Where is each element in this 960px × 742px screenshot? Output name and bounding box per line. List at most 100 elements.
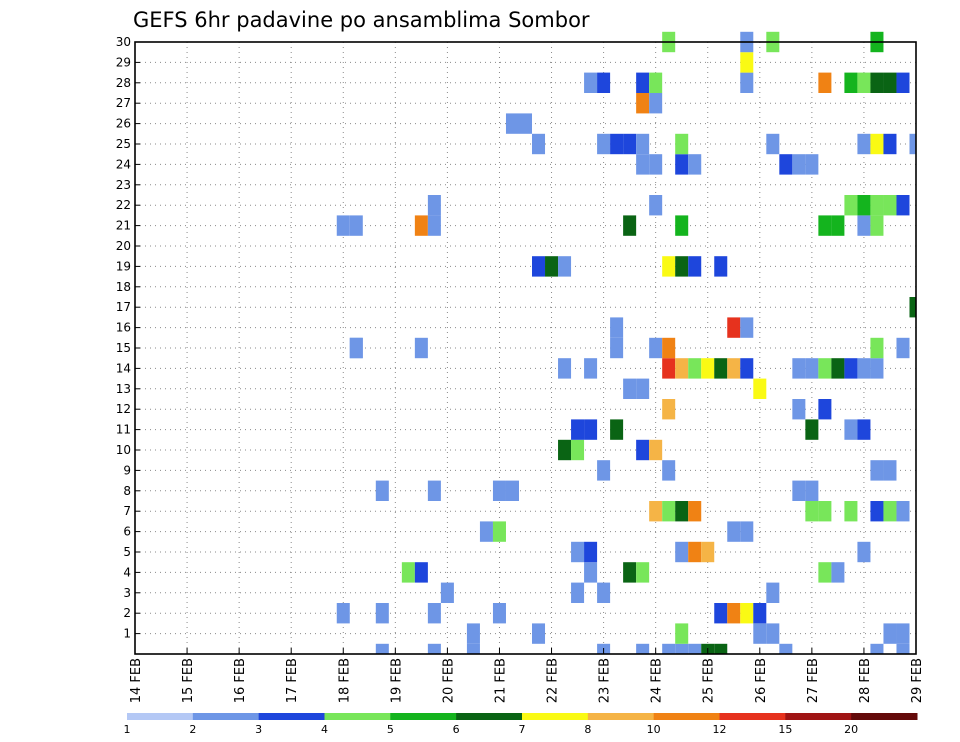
heatmap-cell xyxy=(688,358,702,379)
heatmap-cell xyxy=(401,562,415,583)
heatmap-cell xyxy=(883,72,897,93)
legend-swatch xyxy=(851,713,918,720)
heatmap-cell xyxy=(675,133,689,155)
heatmap-cell xyxy=(727,358,741,379)
heatmap-cell xyxy=(792,154,806,175)
heatmap-cell xyxy=(870,195,884,216)
heatmap-cell xyxy=(662,460,676,481)
heatmap-cell xyxy=(649,439,663,461)
heatmap-cell xyxy=(857,215,871,236)
heatmap-cell xyxy=(597,72,611,93)
heatmap-cell xyxy=(727,521,741,542)
heatmap-cell xyxy=(844,72,858,93)
heatmap-cell xyxy=(831,215,845,236)
heatmap-cell xyxy=(818,215,832,236)
heatmap-cell xyxy=(440,582,454,603)
y-tick-label: 6 xyxy=(123,525,131,539)
legend-swatch xyxy=(587,713,655,720)
heatmap-cell xyxy=(688,643,702,654)
heatmap-cell xyxy=(792,358,806,379)
heatmap-cell xyxy=(505,113,519,134)
y-axis-ticks: 1234567891011121314151617181920212223242… xyxy=(116,35,140,641)
heatmap-cell xyxy=(870,358,884,379)
y-tick-label: 5 xyxy=(123,545,131,559)
heatmap-cell xyxy=(610,317,624,338)
heatmap-cell xyxy=(662,358,676,379)
heatmap-cell xyxy=(584,541,598,563)
legend-label: 20 xyxy=(844,723,858,736)
heatmap-cell xyxy=(584,358,598,379)
heatmap-cell xyxy=(558,439,572,461)
heatmap-cell xyxy=(505,480,519,501)
heatmap-cell xyxy=(857,419,871,440)
heatmap-cell xyxy=(414,215,428,236)
legend-swatch xyxy=(127,713,194,720)
y-tick-label: 19 xyxy=(116,259,131,273)
y-tick-label: 7 xyxy=(123,504,131,518)
x-tick-label: 16 FEB xyxy=(233,658,248,703)
y-tick-label: 26 xyxy=(116,117,131,131)
x-tick-label: 28 FEB xyxy=(858,658,873,703)
legend-label: 6 xyxy=(453,723,460,736)
heatmap-cell xyxy=(623,133,637,155)
heatmap-cell xyxy=(883,133,897,155)
y-tick-label: 10 xyxy=(116,443,131,457)
heatmap-cell xyxy=(857,358,871,379)
x-tick-label: 20 FEB xyxy=(441,658,456,703)
heatmap-cell xyxy=(818,399,832,420)
y-tick-label: 23 xyxy=(116,178,131,192)
heatmap-cell xyxy=(727,603,741,624)
heatmap-cell xyxy=(688,501,702,522)
y-tick-label: 1 xyxy=(123,627,131,641)
heatmap-cell xyxy=(584,419,598,440)
y-tick-label: 22 xyxy=(116,198,131,212)
legend-label: 1 xyxy=(124,723,131,736)
y-tick-label: 13 xyxy=(116,382,131,396)
heatmap-cell xyxy=(753,623,767,644)
heatmap-cell xyxy=(688,541,702,563)
heatmap-cell xyxy=(662,501,676,522)
heatmap-cell xyxy=(883,460,897,481)
heatmap-cell xyxy=(427,480,441,501)
heatmap-cell xyxy=(532,256,546,277)
heatmap-cell xyxy=(740,72,754,93)
heatmap-cell xyxy=(466,623,480,644)
heatmap-cell xyxy=(427,643,441,654)
heatmap-cell xyxy=(857,541,871,563)
legend-swatch xyxy=(785,713,852,720)
heatmap-cell xyxy=(870,133,884,155)
heatmap-cell xyxy=(675,256,689,277)
heatmap-cell xyxy=(571,439,585,461)
heatmap-cell xyxy=(336,603,350,624)
heatmap-cell xyxy=(636,562,650,583)
heatmap-cell xyxy=(701,541,715,563)
heatmap-cell xyxy=(714,643,728,654)
legend-swatch xyxy=(258,713,325,720)
heatmap-cell xyxy=(662,399,676,420)
heatmap-cell xyxy=(857,133,871,155)
heatmap-cell xyxy=(818,358,832,379)
heatmap-cell xyxy=(571,582,585,603)
heatmap-cell xyxy=(714,603,728,624)
heatmap-cell xyxy=(844,195,858,216)
heatmap-cell xyxy=(714,256,728,277)
heatmap-cell xyxy=(844,501,858,522)
heatmap-cell xyxy=(649,337,663,359)
x-tick-label: 26 FEB xyxy=(754,658,769,703)
y-tick-label: 27 xyxy=(116,96,131,110)
legend-label: 8 xyxy=(584,723,591,736)
heatmap-cell xyxy=(896,623,910,644)
legend-swatch xyxy=(390,713,457,720)
heatmap-cell xyxy=(584,562,598,583)
heatmap-cell xyxy=(740,52,754,73)
legend-label: 4 xyxy=(321,723,328,736)
heatmap-cell xyxy=(740,317,754,338)
heatmap-cell xyxy=(518,113,533,134)
legend-swatch xyxy=(522,713,589,720)
x-tick-label: 18 FEB xyxy=(337,658,352,703)
y-tick-label: 8 xyxy=(123,484,131,498)
heatmap-cell xyxy=(805,419,819,440)
heatmap-cell xyxy=(675,501,689,522)
heatmap-cell xyxy=(492,603,506,624)
heatmap-cell xyxy=(844,358,858,379)
